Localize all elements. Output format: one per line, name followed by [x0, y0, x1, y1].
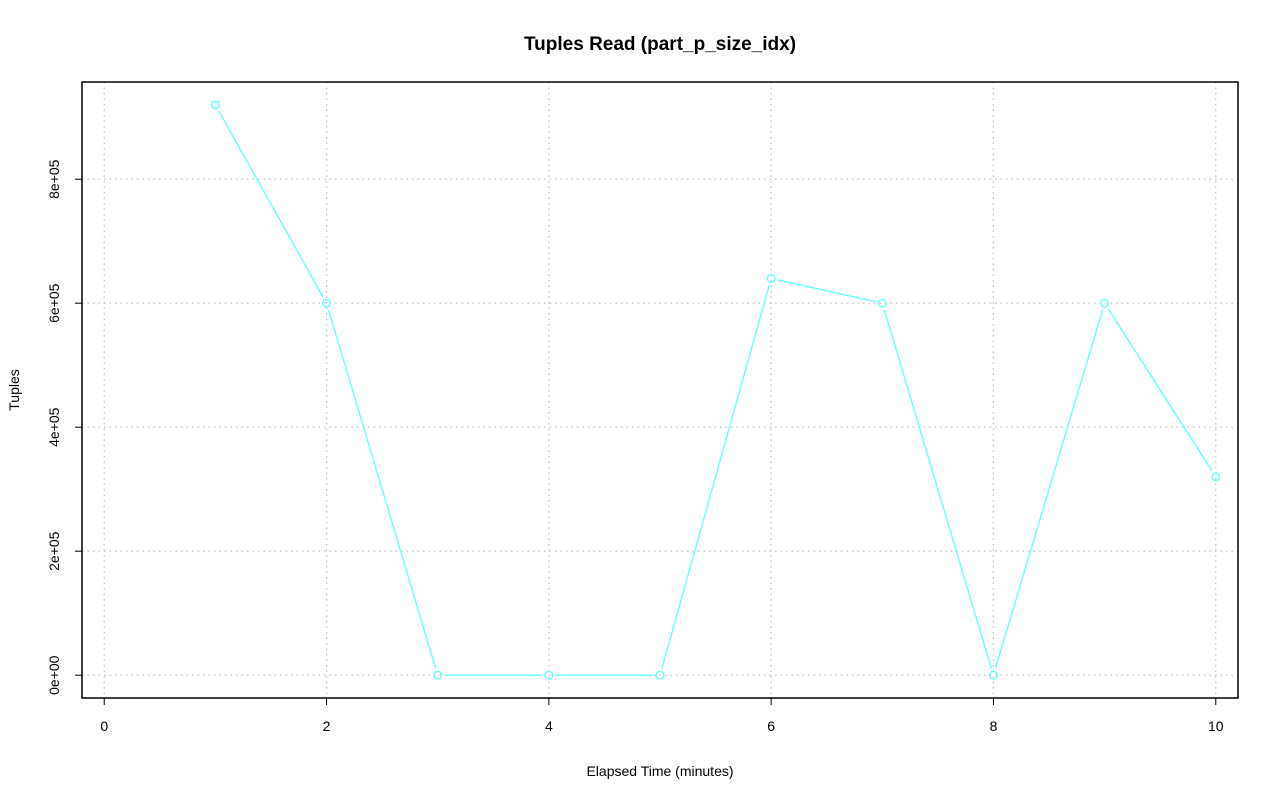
- series-0-segment-8: [1107, 308, 1213, 472]
- data-point-0-5: [766, 273, 776, 283]
- y-tick-label-3: 6e+05: [46, 283, 62, 323]
- data-point-0-3: [544, 670, 554, 680]
- x-tick-label-2: 4: [545, 718, 553, 734]
- x-tick-label-5: 10: [1208, 718, 1224, 734]
- grid-lines: [82, 82, 1238, 698]
- chart-title: Tuples Read (part_p_size_idx): [524, 34, 796, 55]
- x-tick-label-0: 0: [100, 718, 108, 734]
- series-0-segment-5: [777, 279, 876, 303]
- y-tick-label-2: 4e+05: [46, 407, 62, 447]
- data-point-0-8: [1100, 298, 1110, 308]
- series-0-segment-4: [661, 284, 770, 669]
- data-point-0-7: [988, 670, 998, 680]
- series-0-segment-0: [218, 110, 324, 298]
- y-tick-label-0: 0e+00: [46, 655, 62, 695]
- y-tick-label-1: 2e+05: [46, 531, 62, 571]
- data-point-0-4: [655, 670, 665, 680]
- data-point-0-2: [433, 670, 443, 680]
- y-axis-label: Tuples: [6, 369, 22, 411]
- x-tick-label-3: 6: [767, 718, 775, 734]
- x-axis-label: Elapsed Time (minutes): [586, 763, 733, 779]
- x-tick-label-1: 2: [323, 718, 331, 734]
- axes: 0 2 4 6 8 10 0e+00 2e+05 4e+05 6e+05 8e+05: [46, 159, 1224, 734]
- series-0-segment-6: [883, 309, 993, 669]
- data-point-0-0: [210, 100, 220, 110]
- data-point-0-9: [1211, 472, 1221, 482]
- y-tick-label-4: 8e+05: [46, 159, 62, 199]
- plot-frame: [81, 81, 1239, 699]
- series-0-segment-1: [327, 309, 437, 669]
- series-0-segment-7: [994, 309, 1104, 669]
- series-layer: [210, 100, 1221, 680]
- data-point-0-1: [322, 298, 332, 308]
- x-tick-label-4: 8: [990, 718, 998, 734]
- data-point-0-6: [877, 298, 887, 308]
